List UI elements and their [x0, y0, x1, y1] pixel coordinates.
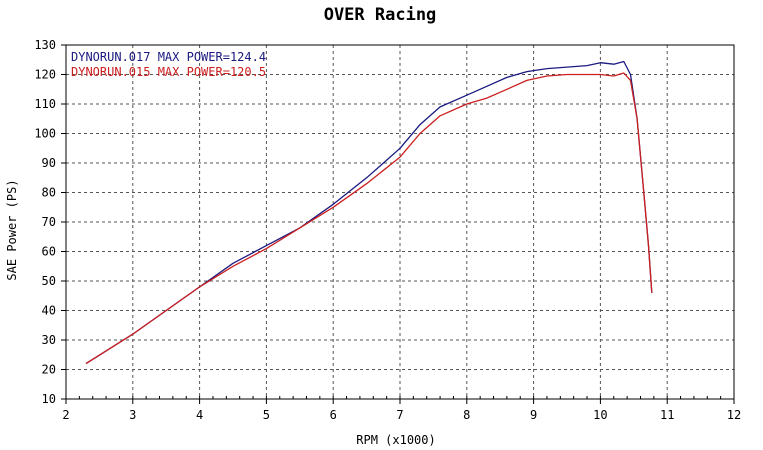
chart-title: OVER Racing: [324, 5, 437, 25]
y-tick-label: 120: [34, 68, 56, 82]
y-tick-label: 100: [34, 127, 56, 141]
series-lines: [85, 60, 653, 365]
x-tick-label: 6: [330, 408, 337, 422]
legend-entry-2: DYNORUN.015 MAX POWER=120.5: [71, 65, 266, 79]
x-tick-label: 5: [263, 408, 270, 422]
y-tick-label: 10: [42, 392, 56, 406]
x-tick-label: 12: [727, 408, 741, 422]
grid-lines: [66, 45, 734, 399]
y-tick-label: 30: [42, 333, 56, 347]
y-tick-label: 20: [42, 363, 56, 377]
y-tick-label: 80: [42, 186, 56, 200]
y-tick-label: 60: [42, 245, 56, 259]
x-tick-label: 10: [593, 408, 607, 422]
x-tick-label: 11: [660, 408, 674, 422]
series-line-1: [85, 60, 653, 365]
x-axis-label: RPM (x1000): [356, 433, 435, 447]
x-tick-label: 7: [396, 408, 403, 422]
x-tick-label: 8: [463, 408, 470, 422]
plot-frame: [65, 44, 735, 400]
y-tick-label: 130: [34, 38, 56, 52]
y-tick-label: 90: [42, 156, 56, 170]
y-tick-label: 50: [42, 274, 56, 288]
y-tick-label: 70: [42, 215, 56, 229]
y-tick-label: 110: [34, 97, 56, 111]
legend-entry-1: DYNORUN.017 MAX POWER=124.4: [71, 50, 266, 64]
x-tick-label: 4: [196, 408, 203, 422]
y-axis-label: SAE Power (PS): [5, 179, 19, 280]
x-tick-label: 3: [129, 408, 136, 422]
series-line-2: [85, 72, 653, 365]
x-tick-label: 2: [62, 408, 69, 422]
x-tick-label: 9: [530, 408, 537, 422]
y-tick-label: 40: [42, 304, 56, 318]
axis-ticks: 2 3 4 5 6 7 8 9 10 11 12 10 20 30 40 50 60 70 80 90 100 110 12…: [34, 38, 741, 422]
